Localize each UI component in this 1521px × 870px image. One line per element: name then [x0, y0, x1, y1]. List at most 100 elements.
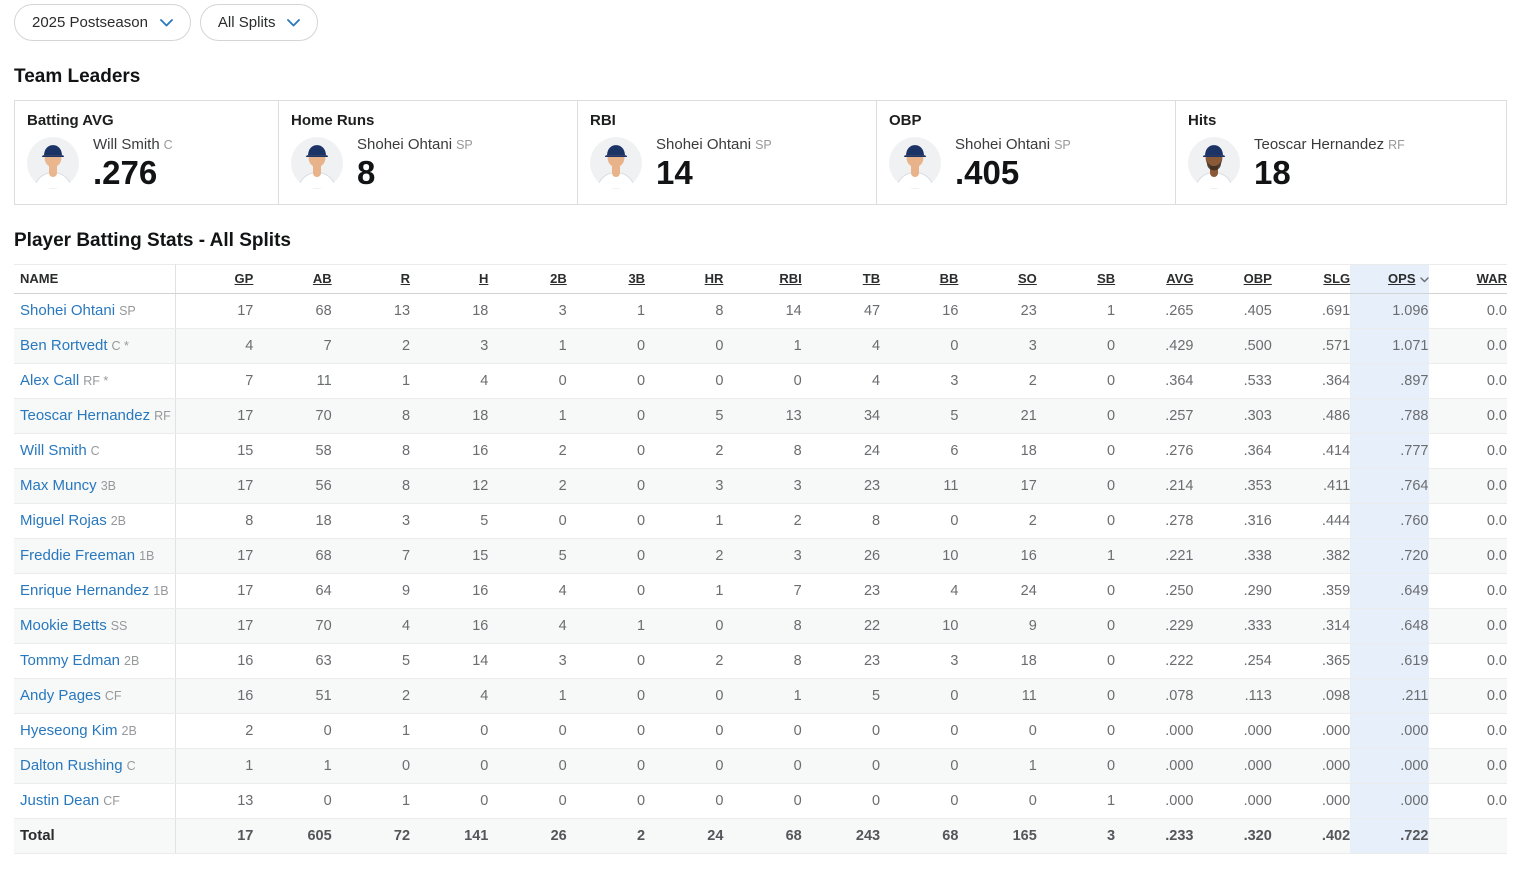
total-row: Total 17 605 72 141 26 2 24 68 243 68 165 3.233.320.…: [14, 818, 1507, 854]
column-header-obp[interactable]: OBP: [1193, 263, 1272, 294]
stat-cell: .078: [1115, 678, 1194, 714]
player-link[interactable]: Max Muncy: [20, 477, 97, 495]
player-headshot: [590, 137, 642, 190]
player-name-cell: Alex Call RF *: [14, 363, 176, 399]
stat-cell: 2: [645, 538, 724, 574]
player-link[interactable]: Alex Call: [20, 372, 80, 390]
column-header-label: H: [478, 271, 489, 287]
stat-cell: 0: [880, 748, 959, 784]
stat-cell: .303: [1193, 398, 1272, 434]
column-header-name[interactable]: NAME: [14, 263, 176, 294]
leader-card-body: Shohei Ohtani SP .405: [889, 136, 1163, 191]
player-link[interactable]: Teoscar Hernandez: [20, 407, 151, 425]
player-link[interactable]: Justin Dean: [20, 792, 100, 810]
column-header-3b[interactable]: 3B: [566, 263, 646, 294]
stat-cell: 3: [488, 643, 567, 679]
stat-cell: 16: [175, 678, 254, 714]
leader-player-name[interactable]: Will Smith C: [93, 136, 173, 153]
stat-cell: 8: [331, 398, 411, 434]
stat-cell: 8: [723, 608, 802, 644]
stat-cell: 0: [488, 713, 567, 749]
player-link[interactable]: Dalton Rushing: [20, 757, 123, 775]
player-link[interactable]: Ben Rortvedt: [20, 337, 108, 355]
stat-cell: 0: [723, 783, 802, 819]
stat-cell: .364: [1115, 363, 1194, 399]
column-header-so[interactable]: SO: [958, 263, 1037, 294]
stat-cell: 58: [253, 433, 332, 469]
player-link[interactable]: Andy Pages: [20, 687, 101, 705]
stat-cell: .265: [1115, 293, 1194, 329]
column-header-r[interactable]: R: [331, 263, 411, 294]
table-row: Justin Dean CF 13 0 1 0 0 0 0 0 0 0 0 1.000.000.000.0…: [14, 783, 1507, 819]
stat-cell: 0: [410, 713, 489, 749]
table-row: Alex Call RF * 7 11 1 4 0 0 0 0 4 3 2 0.364.533.364.8…: [14, 363, 1507, 399]
stat-cell: 0: [566, 783, 646, 819]
stat-cell: 0: [958, 783, 1037, 819]
total-stat-cell: .722: [1350, 818, 1429, 854]
leader-player-position: SP: [755, 138, 772, 152]
stat-cell: .649: [1350, 573, 1429, 609]
stat-cell: .788: [1350, 398, 1429, 434]
player-link[interactable]: Mookie Betts: [20, 617, 107, 635]
column-header-rbi[interactable]: RBI: [723, 263, 802, 294]
leader-player-name[interactable]: Shohei Ohtani SP: [955, 136, 1071, 153]
stat-cell: 0: [801, 713, 881, 749]
stat-cell: 0: [488, 503, 567, 539]
stat-cell: 1.071: [1350, 328, 1429, 364]
player-link[interactable]: Shohei Ohtani: [20, 302, 116, 320]
stat-cell: .382: [1271, 538, 1351, 574]
stat-cell: 3: [880, 643, 959, 679]
player-link[interactable]: Will Smith: [20, 442, 87, 460]
stat-cell: 1: [175, 748, 254, 784]
season-dropdown[interactable]: 2025 Postseason: [14, 4, 191, 41]
column-header-label: 2B: [550, 271, 567, 287]
player-link[interactable]: Freddie Freeman: [20, 547, 136, 565]
stat-cell: 0.0: [1428, 678, 1507, 714]
column-header-bb[interactable]: BB: [880, 263, 959, 294]
stat-cell: 18: [253, 503, 332, 539]
player-link[interactable]: Miguel Rojas: [20, 512, 107, 530]
stat-cell: 1: [1036, 538, 1116, 574]
stat-cell: 17: [175, 398, 254, 434]
player-link[interactable]: Hyeseong Kim: [20, 722, 118, 740]
player-position: SP: [119, 304, 136, 319]
stat-cell: .338: [1193, 538, 1272, 574]
leader-player-name[interactable]: Teoscar Hernandez RF: [1254, 136, 1405, 153]
stat-cell: 10: [880, 608, 959, 644]
stat-cell: 7: [331, 538, 411, 574]
stat-cell: 1: [253, 748, 332, 784]
stat-cell: 0: [1036, 328, 1116, 364]
stat-cell: .691: [1271, 293, 1351, 329]
column-header-slg[interactable]: SLG: [1271, 263, 1351, 294]
column-header-war[interactable]: WAR: [1428, 263, 1507, 294]
stat-cell: 0: [253, 783, 332, 819]
column-header-hr[interactable]: HR: [645, 263, 724, 294]
stat-cell: 0: [880, 713, 959, 749]
leader-player-name[interactable]: Shohei Ohtani SP: [357, 136, 473, 153]
splits-dropdown[interactable]: All Splits: [199, 4, 319, 41]
stat-cell: 0: [723, 748, 802, 784]
stat-cell: 22: [801, 608, 881, 644]
stat-cell: 1: [723, 328, 802, 364]
column-header-h[interactable]: H: [410, 263, 489, 294]
total-stat-cell: .402: [1271, 818, 1351, 854]
player-link[interactable]: Tommy Edman: [20, 652, 121, 670]
stat-cell: .764: [1350, 468, 1429, 504]
column-header-label: GP: [234, 271, 254, 287]
column-header-tb[interactable]: TB: [801, 263, 881, 294]
column-header-gp[interactable]: GP: [175, 263, 254, 294]
column-header-sb[interactable]: SB: [1036, 263, 1116, 294]
player-name-cell: Max Muncy 3B: [14, 468, 176, 504]
player-link[interactable]: Enrique Hernandez: [20, 582, 150, 600]
stat-cell: 1: [331, 783, 411, 819]
column-header-2b[interactable]: 2B: [488, 263, 567, 294]
column-header-avg[interactable]: AVG: [1115, 263, 1194, 294]
leader-info: Will Smith C .276: [93, 136, 173, 191]
stat-cell: .254: [1193, 643, 1272, 679]
column-header-ab[interactable]: AB: [253, 263, 332, 294]
leader-player-name[interactable]: Shohei Ohtani SP: [656, 136, 772, 153]
player-name-cell: Hyeseong Kim 2B: [14, 713, 176, 749]
column-header-label: OPS: [1388, 271, 1416, 287]
column-header-ops[interactable]: OPS: [1350, 263, 1429, 294]
